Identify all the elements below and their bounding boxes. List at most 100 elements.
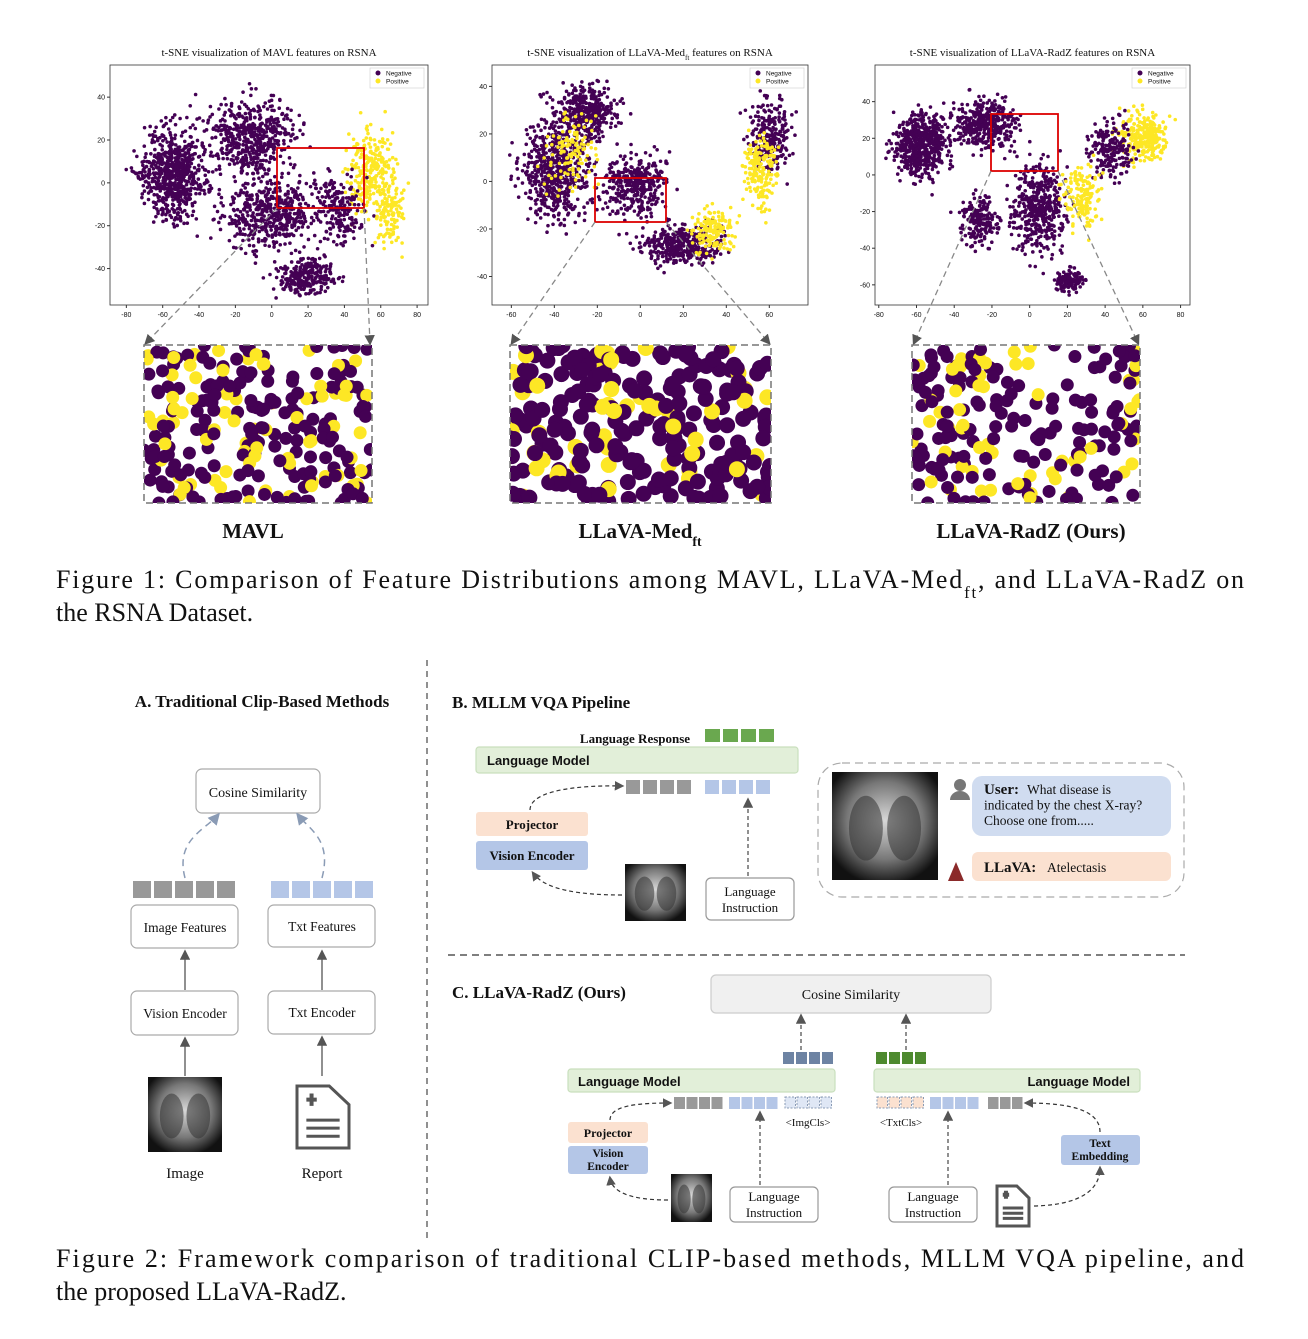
scatter-point (536, 179, 541, 184)
scatter-point (385, 138, 390, 142)
scatter-point (653, 258, 657, 263)
scatter-point (249, 144, 253, 149)
scatter-point (658, 251, 663, 255)
scatter-point (261, 276, 266, 280)
scatter-point (251, 107, 256, 112)
zoom-frame (143, 344, 373, 504)
scatter-point (294, 217, 298, 221)
scatter-point (382, 215, 386, 220)
scatter-point (163, 137, 168, 141)
scatter-point (586, 157, 591, 161)
scatter-point (605, 191, 610, 195)
scatter-point (195, 168, 200, 172)
scatter-point (672, 249, 676, 254)
scatter-point (543, 212, 547, 216)
scatter-point (236, 193, 241, 198)
scatter-point (551, 213, 556, 218)
scatter-point (256, 237, 261, 241)
scatter-point (569, 178, 574, 183)
zoom-point (144, 352, 154, 366)
scatter-point (539, 187, 543, 191)
scatter-point (272, 145, 277, 149)
scatter-point (156, 211, 160, 216)
scatter-point (255, 192, 259, 197)
scatter-point (751, 129, 756, 133)
scatter-point (151, 167, 156, 171)
scatter-point (743, 170, 748, 175)
scatter-point (604, 105, 609, 109)
scatter-point (601, 120, 606, 124)
scatter-point (298, 266, 303, 271)
scatter-point (183, 165, 187, 169)
scatter-point (251, 134, 256, 139)
scatter-point (219, 102, 223, 107)
scatter-point (283, 114, 288, 118)
scatter-point (279, 215, 284, 220)
scatter-point (357, 173, 362, 178)
scatter-point (766, 172, 771, 177)
scatter-point (245, 172, 250, 176)
scatter-point (358, 192, 362, 197)
scatter-point (263, 101, 268, 105)
scatter-point (550, 155, 555, 160)
zoom-point (167, 351, 181, 365)
scatter-point (260, 208, 265, 212)
zoom-point (148, 450, 162, 464)
scatter-point (173, 143, 178, 147)
scatter-point (172, 113, 177, 117)
scatter-point (621, 157, 626, 162)
scatter-point (406, 181, 411, 185)
zoom-point (334, 496, 348, 503)
scatter-point (264, 186, 268, 190)
scatter-point (196, 177, 201, 181)
scatter-point (376, 235, 381, 240)
scatter-point (276, 211, 281, 216)
scatter-point (556, 213, 561, 217)
scatter-point (276, 269, 281, 273)
scatter-point (667, 246, 672, 251)
scatter-point (130, 169, 135, 173)
scatter-point (689, 263, 694, 267)
scatter-point (256, 104, 260, 108)
scatter-point (254, 163, 258, 168)
scatter-point (710, 260, 715, 265)
scatter-point (528, 136, 532, 141)
zoom-point (279, 431, 293, 445)
scatter-point (289, 118, 293, 123)
scatter-point (689, 245, 693, 249)
scatter-point (173, 180, 177, 185)
scatter-point (767, 119, 771, 124)
scatter-point (269, 228, 274, 232)
scatter-point (223, 119, 227, 123)
scatter-point (183, 193, 188, 198)
scatter-point (585, 107, 590, 112)
scatter-point (380, 172, 385, 176)
scatter-point (288, 282, 293, 287)
scatter-point (241, 183, 245, 188)
scatter-point (304, 262, 308, 266)
scatter-point (298, 202, 303, 206)
scatter-point (753, 114, 758, 119)
scatter-point (623, 154, 627, 159)
scatter-point (680, 222, 685, 226)
scatter-point (549, 186, 554, 190)
scatter-point (359, 152, 364, 157)
scatter-point (603, 111, 607, 116)
zoom-point (227, 492, 241, 503)
scatter-point (237, 129, 241, 134)
scatter-point (652, 240, 657, 244)
scatter-point (182, 160, 186, 164)
scatter-point (309, 221, 314, 226)
zoom-point (291, 386, 305, 400)
zoom-point (181, 348, 195, 362)
scatter-point (232, 162, 237, 166)
scatter-point (192, 165, 197, 170)
scatter-point (168, 133, 173, 137)
scatter-point (537, 147, 542, 152)
scatter-point (528, 190, 533, 195)
scatter-point (365, 185, 369, 189)
scatter-point (244, 117, 248, 122)
scatter-point (258, 202, 263, 207)
scatter-point (253, 224, 258, 229)
scatter-point (661, 229, 666, 234)
